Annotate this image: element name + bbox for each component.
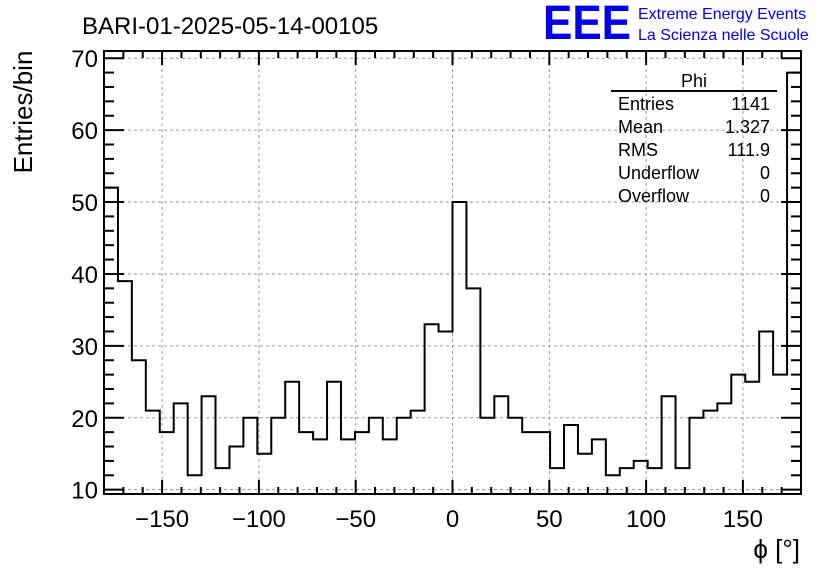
histogram-bin [759,331,773,494]
y-axis-label: Entries/bin [8,51,38,174]
histogram-bin [480,418,494,494]
axis-ticks [103,51,802,494]
y-tick-label: 10 [71,478,98,505]
histogram-bin [745,382,759,494]
histogram-bin [174,403,188,494]
histogram-bin [341,439,355,494]
x-tick-labels: −150 −100 −50 0 50 100 150 [135,506,763,533]
y-tick-label: 30 [71,334,98,361]
y-tick-label: 60 [71,118,98,145]
histogram-bin [522,432,536,494]
histogram-bin [229,447,243,494]
y-tick-label: 20 [71,406,98,433]
histogram-bin [662,396,676,494]
histogram-bin [508,418,522,494]
stats-value-mean: 1.327 [725,117,770,137]
histogram-bin [550,468,564,494]
histogram-outline [103,71,802,494]
histogram-bin [578,454,592,494]
chart-title: BARI-01-2025-05-14-00105 [82,13,378,40]
histogram-bin [689,418,703,494]
histogram-bin [285,382,299,494]
histogram-bin [327,382,341,494]
x-tick-label: −100 [232,506,286,533]
histogram-bin [592,439,606,494]
stats-value-underflow: 0 [760,163,770,183]
stats-value-entries: 1141 [731,94,770,114]
histogram-bin [383,439,397,494]
histogram-bin [494,396,508,494]
stats-label-mean: Mean [618,117,663,137]
histogram-bin [369,418,383,494]
histogram-bin [355,432,369,494]
stats-title: Phi [681,71,707,91]
histogram-bin [453,202,467,494]
x-tick-label: 50 [536,506,563,533]
histogram-bin [787,73,801,494]
stats-label-underflow: Underflow [618,163,700,183]
histogram-bin [439,331,453,494]
histogram-bin [648,468,662,494]
histogram-bin [243,418,257,494]
x-tick-label: 150 [723,506,763,533]
stats-label-overflow: Overflow [618,186,690,206]
histogram-bin [425,324,439,494]
x-tick-label: −50 [335,506,376,533]
y-tick-label: 70 [71,46,98,73]
histogram-bin [703,411,717,494]
histogram-bin [216,468,230,494]
histogram-bin [104,188,118,494]
histogram-bin [299,432,313,494]
histogram-bin [676,468,690,494]
histogram-bin [188,475,202,494]
y-tick-label: 40 [71,262,98,289]
x-tick-label: −150 [135,506,189,533]
histogram-bin [271,418,285,494]
stats-value-overflow: 0 [760,186,770,206]
eee-logo: EEE [543,0,631,50]
histogram-bin [118,281,132,494]
histogram-bin [132,360,146,494]
y-tick-labels: 10 20 30 40 50 60 70 [71,46,98,504]
histogram-bin [411,411,425,494]
histogram-bin [146,411,160,494]
stats-value-rms: 111.9 [728,140,770,160]
histogram-bin [397,418,411,494]
histogram-bin [773,375,787,494]
histogram-bin [564,425,578,494]
logo-line-2: La Scienza nelle Scuole [638,27,809,44]
histogram-bin [313,439,327,494]
histogram-bin [466,288,480,494]
x-axis-label: ϕ [°] [753,534,800,564]
logo-line-1: Extreme Energy Events [638,6,806,23]
histogram-bin [717,403,731,494]
x-tick-label: 0 [446,506,459,533]
histogram-bin [536,432,550,494]
histogram-bin [202,396,216,494]
y-tick-label: 50 [71,190,98,217]
histogram-bin [731,375,745,494]
stats-label-entries: Entries [618,94,674,114]
x-tick-label: 100 [626,506,666,533]
stats-label-rms: RMS [618,140,658,160]
stats-box: Phi Entries 1141 Mean 1.327 RMS 111.9 Un… [611,71,777,206]
